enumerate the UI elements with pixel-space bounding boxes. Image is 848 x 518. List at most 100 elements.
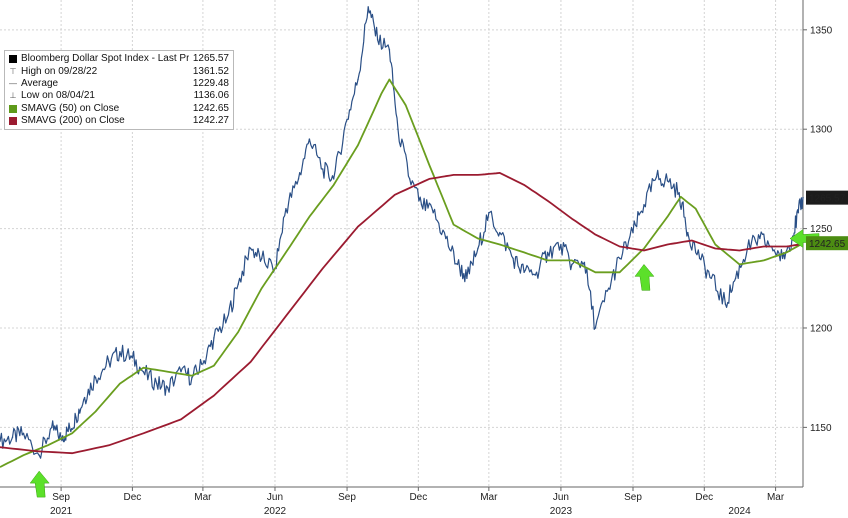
x-year-label: 2021	[50, 506, 73, 517]
price-line-point	[322, 168, 324, 170]
price-line-point	[618, 257, 621, 260]
price-line-point	[249, 247, 252, 250]
y-tick-label: 1250	[810, 224, 833, 235]
annotation-layer	[29, 229, 820, 498]
price-line-point	[346, 118, 348, 121]
value-tag-box	[806, 236, 848, 251]
price-line-point	[388, 48, 391, 51]
price-line-point	[260, 257, 263, 260]
price-line-point	[594, 327, 597, 329]
price-line-point	[445, 237, 447, 240]
legend-entry: ⊤ High on 09/28/22 1361.52	[9, 65, 229, 77]
x-tick-label: Sep	[52, 492, 70, 503]
price-line-point	[655, 176, 658, 178]
price-line-point	[332, 178, 335, 180]
price-line-point	[408, 178, 411, 180]
price-line-point	[213, 337, 215, 339]
x-tick-label: Sep	[624, 492, 642, 503]
legend-value: 1361.52	[192, 65, 229, 77]
price-line-point	[512, 257, 514, 260]
x-year-label: 2024	[728, 506, 751, 517]
x-tick-label: Jun	[267, 492, 283, 503]
price-line-point	[308, 138, 311, 140]
price-line-point	[0, 440, 1, 443]
x-tick-label: Jun	[553, 492, 569, 503]
price-line-point	[710, 277, 713, 280]
x-tick-label: Mar	[480, 492, 498, 503]
price-line-point	[237, 283, 239, 286]
legend-value: 1136.06	[193, 90, 229, 102]
price-line-point	[488, 211, 490, 214]
price-line-point	[297, 178, 300, 180]
price-line-point	[180, 370, 182, 373]
y-axis: 1150 1200 1250 1300 1350	[803, 25, 833, 434]
price-line-point	[202, 363, 204, 365]
price-line-point	[357, 78, 359, 81]
x-tick-label: Mar	[194, 492, 212, 503]
price-line-point	[38, 454, 40, 457]
price-line-point	[687, 231, 689, 234]
legend-entry: ⊥ Low on 08/04/21 1136.06	[9, 90, 229, 102]
price-line-point	[285, 207, 287, 210]
legend-swatch	[9, 117, 17, 126]
value-tags: 1265.57 1242.65	[806, 190, 848, 251]
series-layer	[0, 6, 804, 468]
price-line-point	[560, 243, 562, 246]
low-marker-icon: ⊥	[9, 91, 17, 101]
price-line-point	[191, 376, 193, 379]
price-line-point	[466, 277, 468, 280]
legend-label: High on 09/28/22	[21, 65, 98, 77]
price-line-point	[22, 432, 25, 435]
price-line-point	[367, 6, 370, 8]
x-year-label: 2023	[550, 506, 573, 517]
price-line-point	[571, 263, 573, 266]
x-tick-label: Sep	[338, 492, 356, 503]
price-line-point	[108, 361, 110, 363]
price-line-point	[734, 277, 737, 280]
value-tag: 1265.57	[806, 190, 848, 205]
x-tick-label: Dec	[123, 492, 141, 503]
green-arrow	[634, 263, 655, 291]
price-line-point	[698, 257, 701, 260]
legend-value: 1242.27	[192, 115, 229, 127]
y-tick-label: 1150	[810, 423, 832, 434]
price-line-point	[155, 382, 158, 385]
legend-entry: SMAVG (200) on Close 1242.27	[9, 115, 229, 127]
price-line-point	[499, 231, 501, 234]
price-line	[0, 6, 804, 459]
chart-legend: Bloomberg Dollar Spot Index - Last Price…	[4, 50, 234, 131]
price-line-point	[50, 426, 53, 429]
legend-entry: SMAVG (50) on Close 1242.65	[9, 103, 229, 115]
price-line-point	[724, 303, 727, 305]
price-line-point	[666, 180, 669, 182]
price-line-point	[607, 287, 610, 290]
x-tick-label: Mar	[767, 492, 785, 503]
price-line-point	[432, 211, 435, 214]
price-line-point	[83, 396, 86, 399]
price-line-point	[546, 251, 549, 254]
price-line-point	[226, 317, 228, 319]
legend-value: 1242.65	[192, 102, 229, 114]
price-line-point	[94, 376, 97, 379]
value-tag: 1242.65	[806, 236, 848, 251]
price-line-point	[119, 351, 121, 353]
y-tick-label: 1200	[810, 323, 833, 334]
legend-label: Bloomberg Dollar Spot Index - Last Price	[21, 53, 189, 65]
legend-label: SMAVG (50) on Close	[21, 102, 120, 114]
price-line-point	[397, 128, 399, 130]
price-line-point	[523, 271, 525, 274]
value-tag-box	[806, 190, 848, 205]
average-line-icon: —	[9, 78, 17, 88]
legend-entry: — Average 1229.48	[9, 78, 229, 90]
price-line-point	[477, 247, 479, 250]
price-line-point	[166, 386, 169, 389]
price-line-point	[797, 211, 800, 214]
legend-entry: Bloomberg Dollar Spot Index - Last Price…	[9, 53, 229, 65]
y-tick-label: 1350	[810, 25, 833, 36]
legend-value: 1229.48	[192, 77, 229, 89]
legend-label: Average	[21, 77, 59, 89]
legend-label: SMAVG (200) on Close	[21, 115, 125, 127]
price-line-point	[802, 196, 804, 199]
legend-label: Low on 08/04/21	[21, 90, 95, 102]
x-year-label: 2022	[264, 506, 287, 517]
